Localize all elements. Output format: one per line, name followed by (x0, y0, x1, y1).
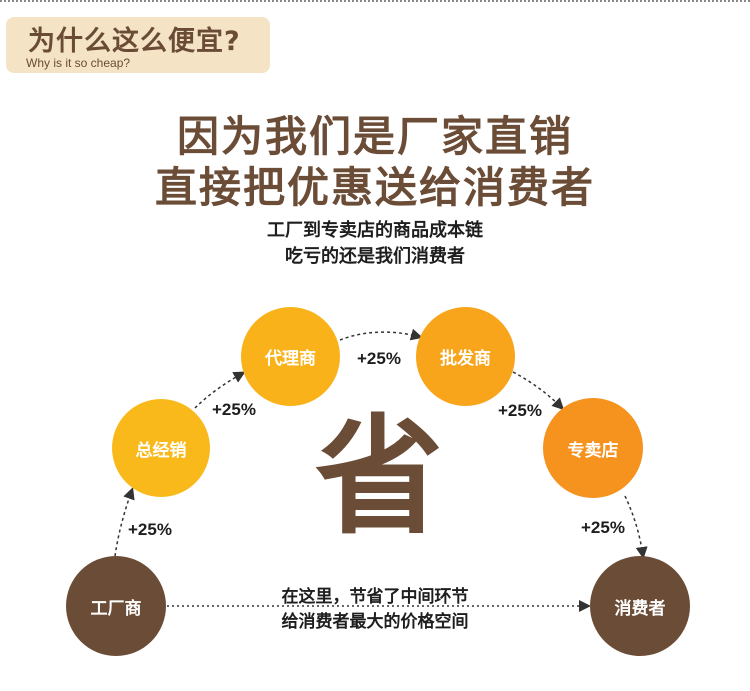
headline-line-2: 直接把优惠送给消费者 (154, 163, 595, 212)
arrow-wholesale-to-store (512, 371, 565, 411)
section-subtitle: Why is it so cheap? (26, 56, 131, 70)
markup-label: +25% (498, 401, 542, 420)
node-general-distributor: 总经销 (112, 399, 210, 497)
node-agent: 代理商 (241, 307, 340, 406)
arrow-factory-to-general (114, 487, 135, 557)
subheadline-line-1: 工厂到专卖店的商品成本链 (267, 220, 483, 241)
node-factory: 工厂商 (66, 556, 166, 656)
note-line-2: 给消费者最大的价格空间 (281, 612, 469, 632)
arrow-general-to-agent (194, 371, 246, 409)
arrow-store-to-consumer (624, 495, 648, 559)
markup-label: +25% (128, 520, 172, 539)
markup-label: +25% (212, 400, 256, 419)
top-dotted-border (0, 0, 750, 2)
headline-line-1: 因为我们是厂家直销 (176, 112, 573, 161)
node-wholesaler: 批发商 (416, 307, 515, 406)
arrow-agent-to-wholesale (339, 328, 423, 341)
section-header: 为什么这么便宜? Why is it so cheap? (6, 17, 270, 73)
node-store: 专卖店 (543, 398, 643, 498)
note-line-1: 在这里，节省了中间环节 (281, 587, 469, 607)
markup-label: +25% (581, 518, 625, 537)
savings-character: 省 (314, 403, 443, 552)
markup-label: +25% (357, 349, 401, 368)
subheadline-line-2: 吃亏的还是我们消费者 (285, 246, 465, 267)
section-title: 为什么这么便宜? (28, 26, 241, 57)
node-consumer: 消费者 (590, 556, 690, 656)
